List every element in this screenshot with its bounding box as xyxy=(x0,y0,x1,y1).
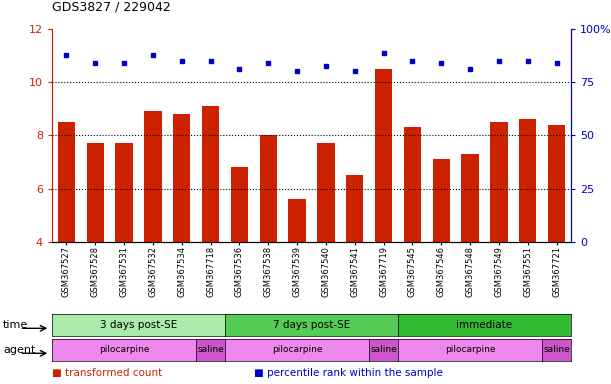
Bar xyxy=(144,111,161,242)
Text: 3 days post-SE: 3 days post-SE xyxy=(100,320,177,330)
Bar xyxy=(346,175,364,242)
Bar xyxy=(519,119,536,242)
Text: saline: saline xyxy=(197,346,224,354)
Bar xyxy=(490,122,508,242)
Text: pilocarpine: pilocarpine xyxy=(99,346,149,354)
Bar xyxy=(173,114,191,242)
Bar xyxy=(317,143,335,242)
Text: saline: saline xyxy=(370,346,397,354)
Bar xyxy=(404,127,421,242)
Text: ■ transformed count: ■ transformed count xyxy=(52,368,163,378)
Text: GDS3827 / 229042: GDS3827 / 229042 xyxy=(52,0,170,13)
Text: time: time xyxy=(3,320,28,330)
Text: pilocarpine: pilocarpine xyxy=(272,346,323,354)
Bar xyxy=(202,106,219,242)
Text: pilocarpine: pilocarpine xyxy=(445,346,496,354)
Bar xyxy=(58,122,75,242)
Text: saline: saline xyxy=(543,346,570,354)
Text: 7 days post-SE: 7 days post-SE xyxy=(273,320,350,330)
Bar xyxy=(87,143,104,242)
Bar xyxy=(115,143,133,242)
Bar xyxy=(433,159,450,242)
Text: ■ percentile rank within the sample: ■ percentile rank within the sample xyxy=(254,368,442,378)
Bar xyxy=(260,135,277,242)
Text: agent: agent xyxy=(3,345,35,355)
Bar xyxy=(548,125,565,242)
Bar xyxy=(288,199,306,242)
Text: immediate: immediate xyxy=(456,320,513,330)
Bar xyxy=(231,167,248,242)
Bar xyxy=(375,69,392,242)
Bar xyxy=(461,154,479,242)
